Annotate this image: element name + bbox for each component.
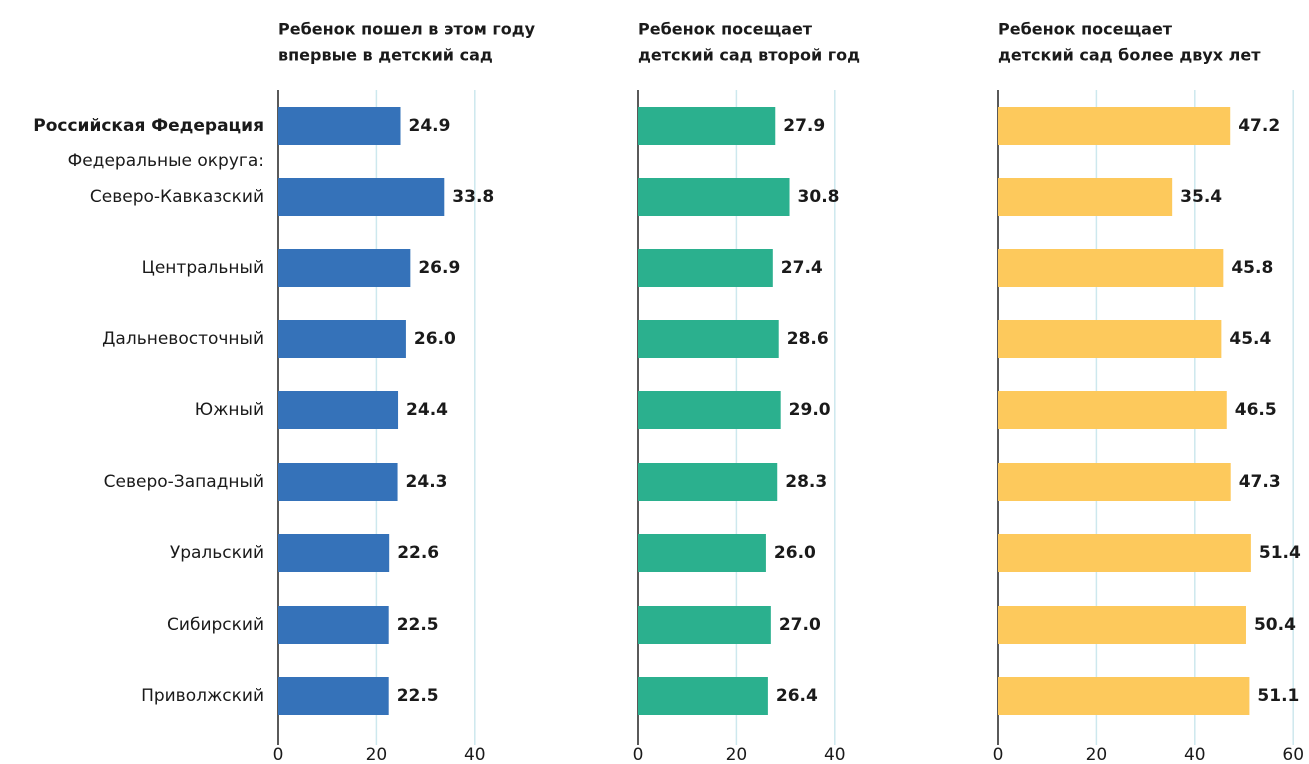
bar — [278, 320, 406, 358]
bar — [638, 606, 771, 644]
value-label: 22.5 — [397, 686, 439, 706]
bar — [998, 677, 1250, 715]
value-label: 26.0 — [774, 543, 816, 563]
x-tick-label: 20 — [366, 745, 388, 764]
bar — [998, 320, 1222, 358]
bar — [998, 534, 1251, 572]
value-label: 28.6 — [787, 329, 829, 349]
bar — [638, 534, 766, 572]
value-label: 46.5 — [1235, 400, 1277, 420]
bar — [278, 107, 401, 145]
value-label: 24.4 — [406, 400, 448, 420]
value-label: 24.3 — [406, 472, 448, 492]
value-label: 47.2 — [1238, 116, 1280, 136]
bar — [638, 107, 776, 145]
x-tick-label: 60 — [1282, 745, 1304, 764]
x-tick-label: 40 — [824, 745, 846, 764]
bar — [998, 391, 1227, 429]
bar — [638, 178, 790, 216]
value-label: 29.0 — [789, 400, 831, 420]
value-label: 50.4 — [1254, 615, 1296, 635]
value-label: 26.4 — [776, 686, 818, 706]
value-label: 22.5 — [397, 615, 439, 635]
x-tick-label: 0 — [273, 745, 284, 764]
bar — [998, 249, 1224, 287]
bar — [638, 677, 768, 715]
value-label: 27.0 — [779, 615, 821, 635]
x-tick-label: 20 — [1086, 745, 1108, 764]
x-tick-label: 20 — [726, 745, 748, 764]
category-label: Северо-Кавказский — [90, 187, 264, 207]
value-label: 35.4 — [1180, 187, 1222, 207]
bar — [638, 249, 773, 287]
bar — [638, 463, 778, 501]
bar — [278, 677, 389, 715]
value-label: 51.1 — [1257, 686, 1299, 706]
bar — [998, 107, 1231, 145]
bar — [638, 320, 779, 358]
bar — [278, 534, 390, 572]
bar — [998, 178, 1173, 216]
bar — [278, 249, 411, 287]
category-label: Южный — [195, 400, 264, 420]
x-tick-label: 0 — [993, 745, 1004, 764]
value-label: 45.4 — [1229, 329, 1271, 349]
x-tick-label: 40 — [464, 745, 486, 764]
value-label: 22.6 — [397, 543, 439, 563]
bar — [278, 606, 389, 644]
group-label: Федеральные округа: — [68, 151, 264, 171]
bar — [278, 178, 445, 216]
value-label: 24.9 — [409, 116, 451, 136]
category-label: Северо-Западный — [104, 472, 264, 492]
value-label: 26.0 — [414, 329, 456, 349]
bar — [998, 606, 1246, 644]
panel-title: детский сад второй год — [638, 46, 860, 65]
bar — [998, 463, 1231, 501]
x-tick-label: 40 — [1184, 745, 1206, 764]
category-label: Российская Федерация — [33, 116, 264, 136]
category-label: Дальневосточный — [102, 329, 264, 349]
category-label: Уральский — [170, 543, 264, 563]
category-label: Центральный — [142, 258, 264, 278]
category-label: Приволжский — [141, 686, 264, 706]
panel-title: впервые в детский сад — [278, 46, 493, 65]
category-label: Сибирский — [167, 615, 264, 635]
value-label: 33.8 — [452, 187, 494, 207]
value-label: 51.4 — [1259, 543, 1301, 563]
bar — [278, 463, 398, 501]
panel-title: Ребенок посещает — [998, 20, 1173, 39]
panel-title: Ребенок посещает — [638, 20, 813, 39]
value-label: 27.4 — [781, 258, 823, 278]
value-label: 28.3 — [785, 472, 827, 492]
value-label: 45.8 — [1231, 258, 1273, 278]
bar — [638, 391, 781, 429]
value-label: 30.8 — [798, 187, 840, 207]
value-label: 26.9 — [418, 258, 460, 278]
value-label: 27.9 — [783, 116, 825, 136]
value-label: 47.3 — [1239, 472, 1281, 492]
panel-title: детский сад более двух лет — [998, 46, 1261, 65]
panel-title: Ребенок пошел в этом году — [278, 20, 536, 39]
bar — [278, 391, 399, 429]
x-tick-label: 0 — [633, 745, 644, 764]
